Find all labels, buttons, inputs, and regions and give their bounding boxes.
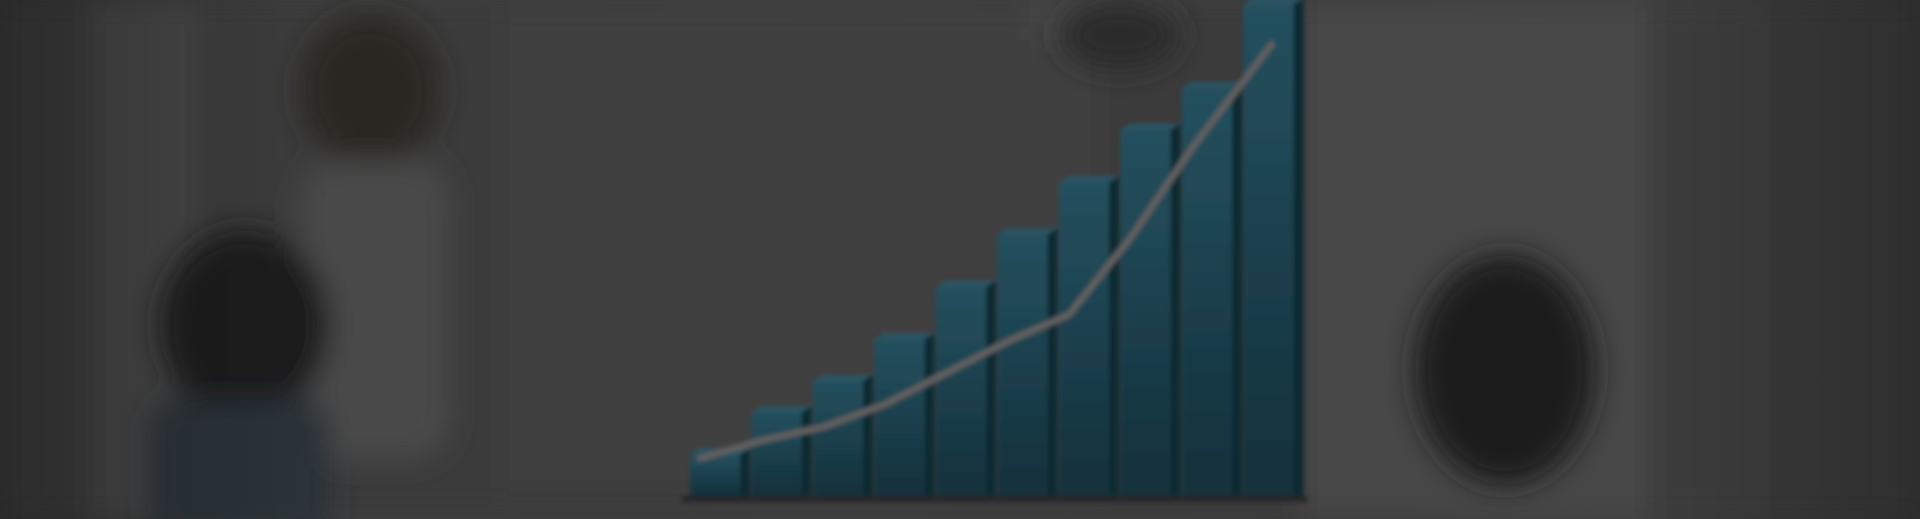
vignette-overlay bbox=[0, 0, 1920, 519]
hero-banner bbox=[0, 0, 1920, 519]
hero-scene bbox=[0, 0, 1920, 519]
